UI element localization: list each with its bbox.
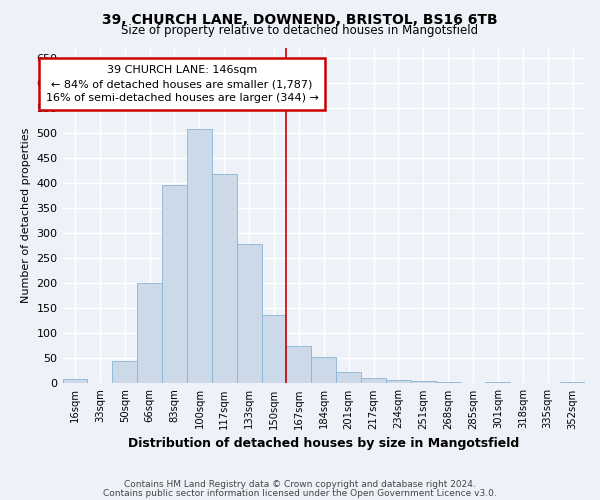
Text: 39, CHURCH LANE, DOWNEND, BRISTOL, BS16 6TB: 39, CHURCH LANE, DOWNEND, BRISTOL, BS16 … bbox=[102, 12, 498, 26]
Bar bbox=[560, 382, 585, 384]
Bar bbox=[386, 380, 411, 384]
Bar bbox=[187, 129, 212, 384]
Bar bbox=[336, 372, 361, 384]
Bar bbox=[62, 380, 88, 384]
Bar bbox=[162, 186, 187, 384]
X-axis label: Distribution of detached houses by size in Mangotsfield: Distribution of detached houses by size … bbox=[128, 437, 520, 450]
Text: 39 CHURCH LANE: 146sqm
← 84% of detached houses are smaller (1,787)
16% of semi-: 39 CHURCH LANE: 146sqm ← 84% of detached… bbox=[46, 65, 319, 103]
Text: Contains HM Land Registry data © Crown copyright and database right 2024.: Contains HM Land Registry data © Crown c… bbox=[124, 480, 476, 489]
Bar bbox=[311, 357, 336, 384]
Bar bbox=[361, 378, 386, 384]
Y-axis label: Number of detached properties: Number of detached properties bbox=[21, 128, 31, 303]
Text: Size of property relative to detached houses in Mangotsfield: Size of property relative to detached ho… bbox=[121, 24, 479, 37]
Bar bbox=[112, 361, 137, 384]
Bar bbox=[286, 346, 311, 384]
Bar bbox=[485, 382, 511, 384]
Bar bbox=[137, 283, 162, 384]
Text: Contains public sector information licensed under the Open Government Licence v3: Contains public sector information licen… bbox=[103, 490, 497, 498]
Bar bbox=[236, 244, 262, 384]
Bar bbox=[411, 381, 436, 384]
Bar bbox=[262, 314, 286, 384]
Bar bbox=[212, 174, 236, 384]
Bar bbox=[436, 382, 461, 384]
